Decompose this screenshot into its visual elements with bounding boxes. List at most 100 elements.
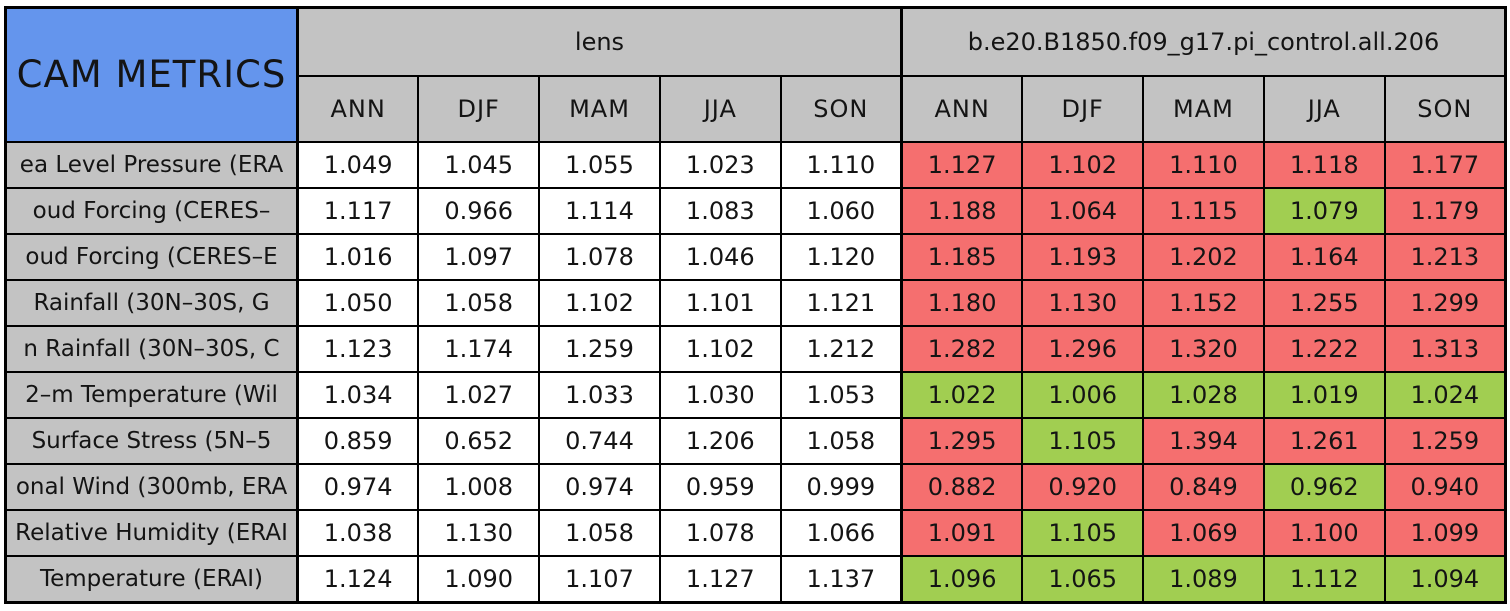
control-value-cell: 1.282 [899,324,1024,373]
season-header-lens-ann: ANN [296,74,420,143]
control-value-cell: 1.295 [899,417,1024,466]
control-value-cell: 1.259 [1383,417,1507,466]
control-value-cell: 1.096 [899,555,1024,604]
table-row: Temperature (ERAI) 1.124 1.090 1.107 1.1… [4,555,1507,604]
row-label: n Rainfall (30N–30S, C [4,324,299,373]
season-header-control-son: SON [1383,74,1507,143]
control-value-cell: 1.100 [1262,509,1386,558]
control-value-cell: 1.024 [1383,370,1507,420]
control-value-cell: 1.079 [1262,186,1386,235]
row-label: 2–m Temperature (Wil [4,370,299,420]
season-header-control-ann: ANN [899,74,1024,143]
control-value-cell: 0.920 [1021,463,1145,512]
lens-value-cell: 1.259 [538,324,661,373]
lens-value-cell: 0.959 [658,463,782,512]
table-title: CAM METRICS [4,6,299,143]
control-value-cell: 1.105 [1021,417,1145,466]
control-value-cell: 1.320 [1142,324,1265,373]
control-value-cell: 1.188 [899,186,1024,235]
control-value-cell: 1.130 [1021,278,1145,327]
lens-value-cell: 1.101 [658,278,782,327]
control-value-cell: 1.091 [899,509,1024,558]
lens-value-cell: 1.102 [538,278,661,327]
control-value-cell: 1.110 [1142,140,1265,189]
column-group-lens: lens [296,6,903,77]
lens-value-cell: 1.114 [538,186,661,235]
lens-value-cell: 0.999 [779,463,903,512]
table-row: Rainfall (30N–30S, G 1.050 1.058 1.102 1… [4,278,1507,327]
control-value-cell: 0.940 [1383,463,1507,512]
table-row: oud Forcing (CERES– 1.117 0.966 1.114 1.… [4,186,1507,235]
lens-value-cell: 1.090 [417,555,541,604]
season-header-control-djf: DJF [1021,74,1145,143]
season-header-control-mam: MAM [1142,74,1265,143]
lens-value-cell: 1.058 [538,509,661,558]
control-value-cell: 1.152 [1142,278,1265,327]
cam-metrics-table: CAM METRICS lens b.e20.B1850.f09_g17.pi_… [4,6,1507,604]
control-value-cell: 1.006 [1021,370,1145,420]
lens-value-cell: 1.102 [658,324,782,373]
lens-value-cell: 1.045 [417,140,541,189]
control-value-cell: 1.102 [1021,140,1145,189]
lens-value-cell: 1.027 [417,370,541,420]
control-value-cell: 1.222 [1262,324,1386,373]
control-value-cell: 1.313 [1383,324,1507,373]
control-value-cell: 1.069 [1142,509,1265,558]
lens-value-cell: 1.127 [658,555,782,604]
control-value-cell: 1.164 [1262,232,1386,281]
lens-value-cell: 1.058 [417,278,541,327]
lens-value-cell: 0.974 [538,463,661,512]
control-value-cell: 1.065 [1021,555,1145,604]
lens-value-cell: 1.053 [779,370,903,420]
lens-value-cell: 1.058 [779,417,903,466]
lens-value-cell: 1.030 [658,370,782,420]
lens-value-cell: 1.124 [296,555,420,604]
season-header-lens-mam: MAM [538,74,661,143]
lens-value-cell: 1.066 [779,509,903,558]
lens-value-cell: 0.966 [417,186,541,235]
lens-value-cell: 1.049 [296,140,420,189]
lens-value-cell: 1.107 [538,555,661,604]
control-value-cell: 1.299 [1383,278,1507,327]
lens-value-cell: 1.023 [658,140,782,189]
lens-value-cell: 1.008 [417,463,541,512]
row-label: oud Forcing (CERES–E [4,232,299,281]
lens-value-cell: 1.055 [538,140,661,189]
row-label: ea Level Pressure (ERA [4,140,299,189]
row-label: Relative Humidity (ERAI [4,509,299,558]
lens-value-cell: 1.078 [538,232,661,281]
lens-value-cell: 1.110 [779,140,903,189]
lens-value-cell: 1.174 [417,324,541,373]
lens-value-cell: 1.117 [296,186,420,235]
table-row: Surface Stress (5N–5 0.859 0.652 0.744 1… [4,417,1507,466]
control-value-cell: 1.028 [1142,370,1265,420]
control-value-cell: 1.089 [1142,555,1265,604]
cam-metrics-table-container: CAM METRICS lens b.e20.B1850.f09_g17.pi_… [4,6,1507,604]
row-label: oud Forcing (CERES– [4,186,299,235]
lens-value-cell: 1.083 [658,186,782,235]
control-value-cell: 1.261 [1262,417,1386,466]
lens-value-cell: 1.137 [779,555,903,604]
control-value-cell: 0.849 [1142,463,1265,512]
table-row: oud Forcing (CERES–E 1.016 1.097 1.078 1… [4,232,1507,281]
control-value-cell: 1.193 [1021,232,1145,281]
lens-value-cell: 1.097 [417,232,541,281]
lens-value-cell: 1.078 [658,509,782,558]
column-group-control: b.e20.B1850.f09_g17.pi_control.all.206 [899,6,1507,77]
control-value-cell: 1.118 [1262,140,1386,189]
lens-value-cell: 1.120 [779,232,903,281]
control-value-cell: 1.022 [899,370,1024,420]
control-value-cell: 1.202 [1142,232,1265,281]
control-value-cell: 1.112 [1262,555,1386,604]
row-label: Temperature (ERAI) [4,555,299,604]
table-row: ea Level Pressure (ERA 1.049 1.045 1.055… [4,140,1507,189]
lens-value-cell: 0.652 [417,417,541,466]
lens-value-cell: 1.123 [296,324,420,373]
control-value-cell: 1.177 [1383,140,1507,189]
lens-value-cell: 1.121 [779,278,903,327]
season-header-control-jja: JJA [1262,74,1386,143]
table-row: onal Wind (300mb, ERA 0.974 1.008 0.974 … [4,463,1507,512]
control-value-cell: 1.213 [1383,232,1507,281]
control-value-cell: 1.105 [1021,509,1145,558]
row-label: Surface Stress (5N–5 [4,417,299,466]
